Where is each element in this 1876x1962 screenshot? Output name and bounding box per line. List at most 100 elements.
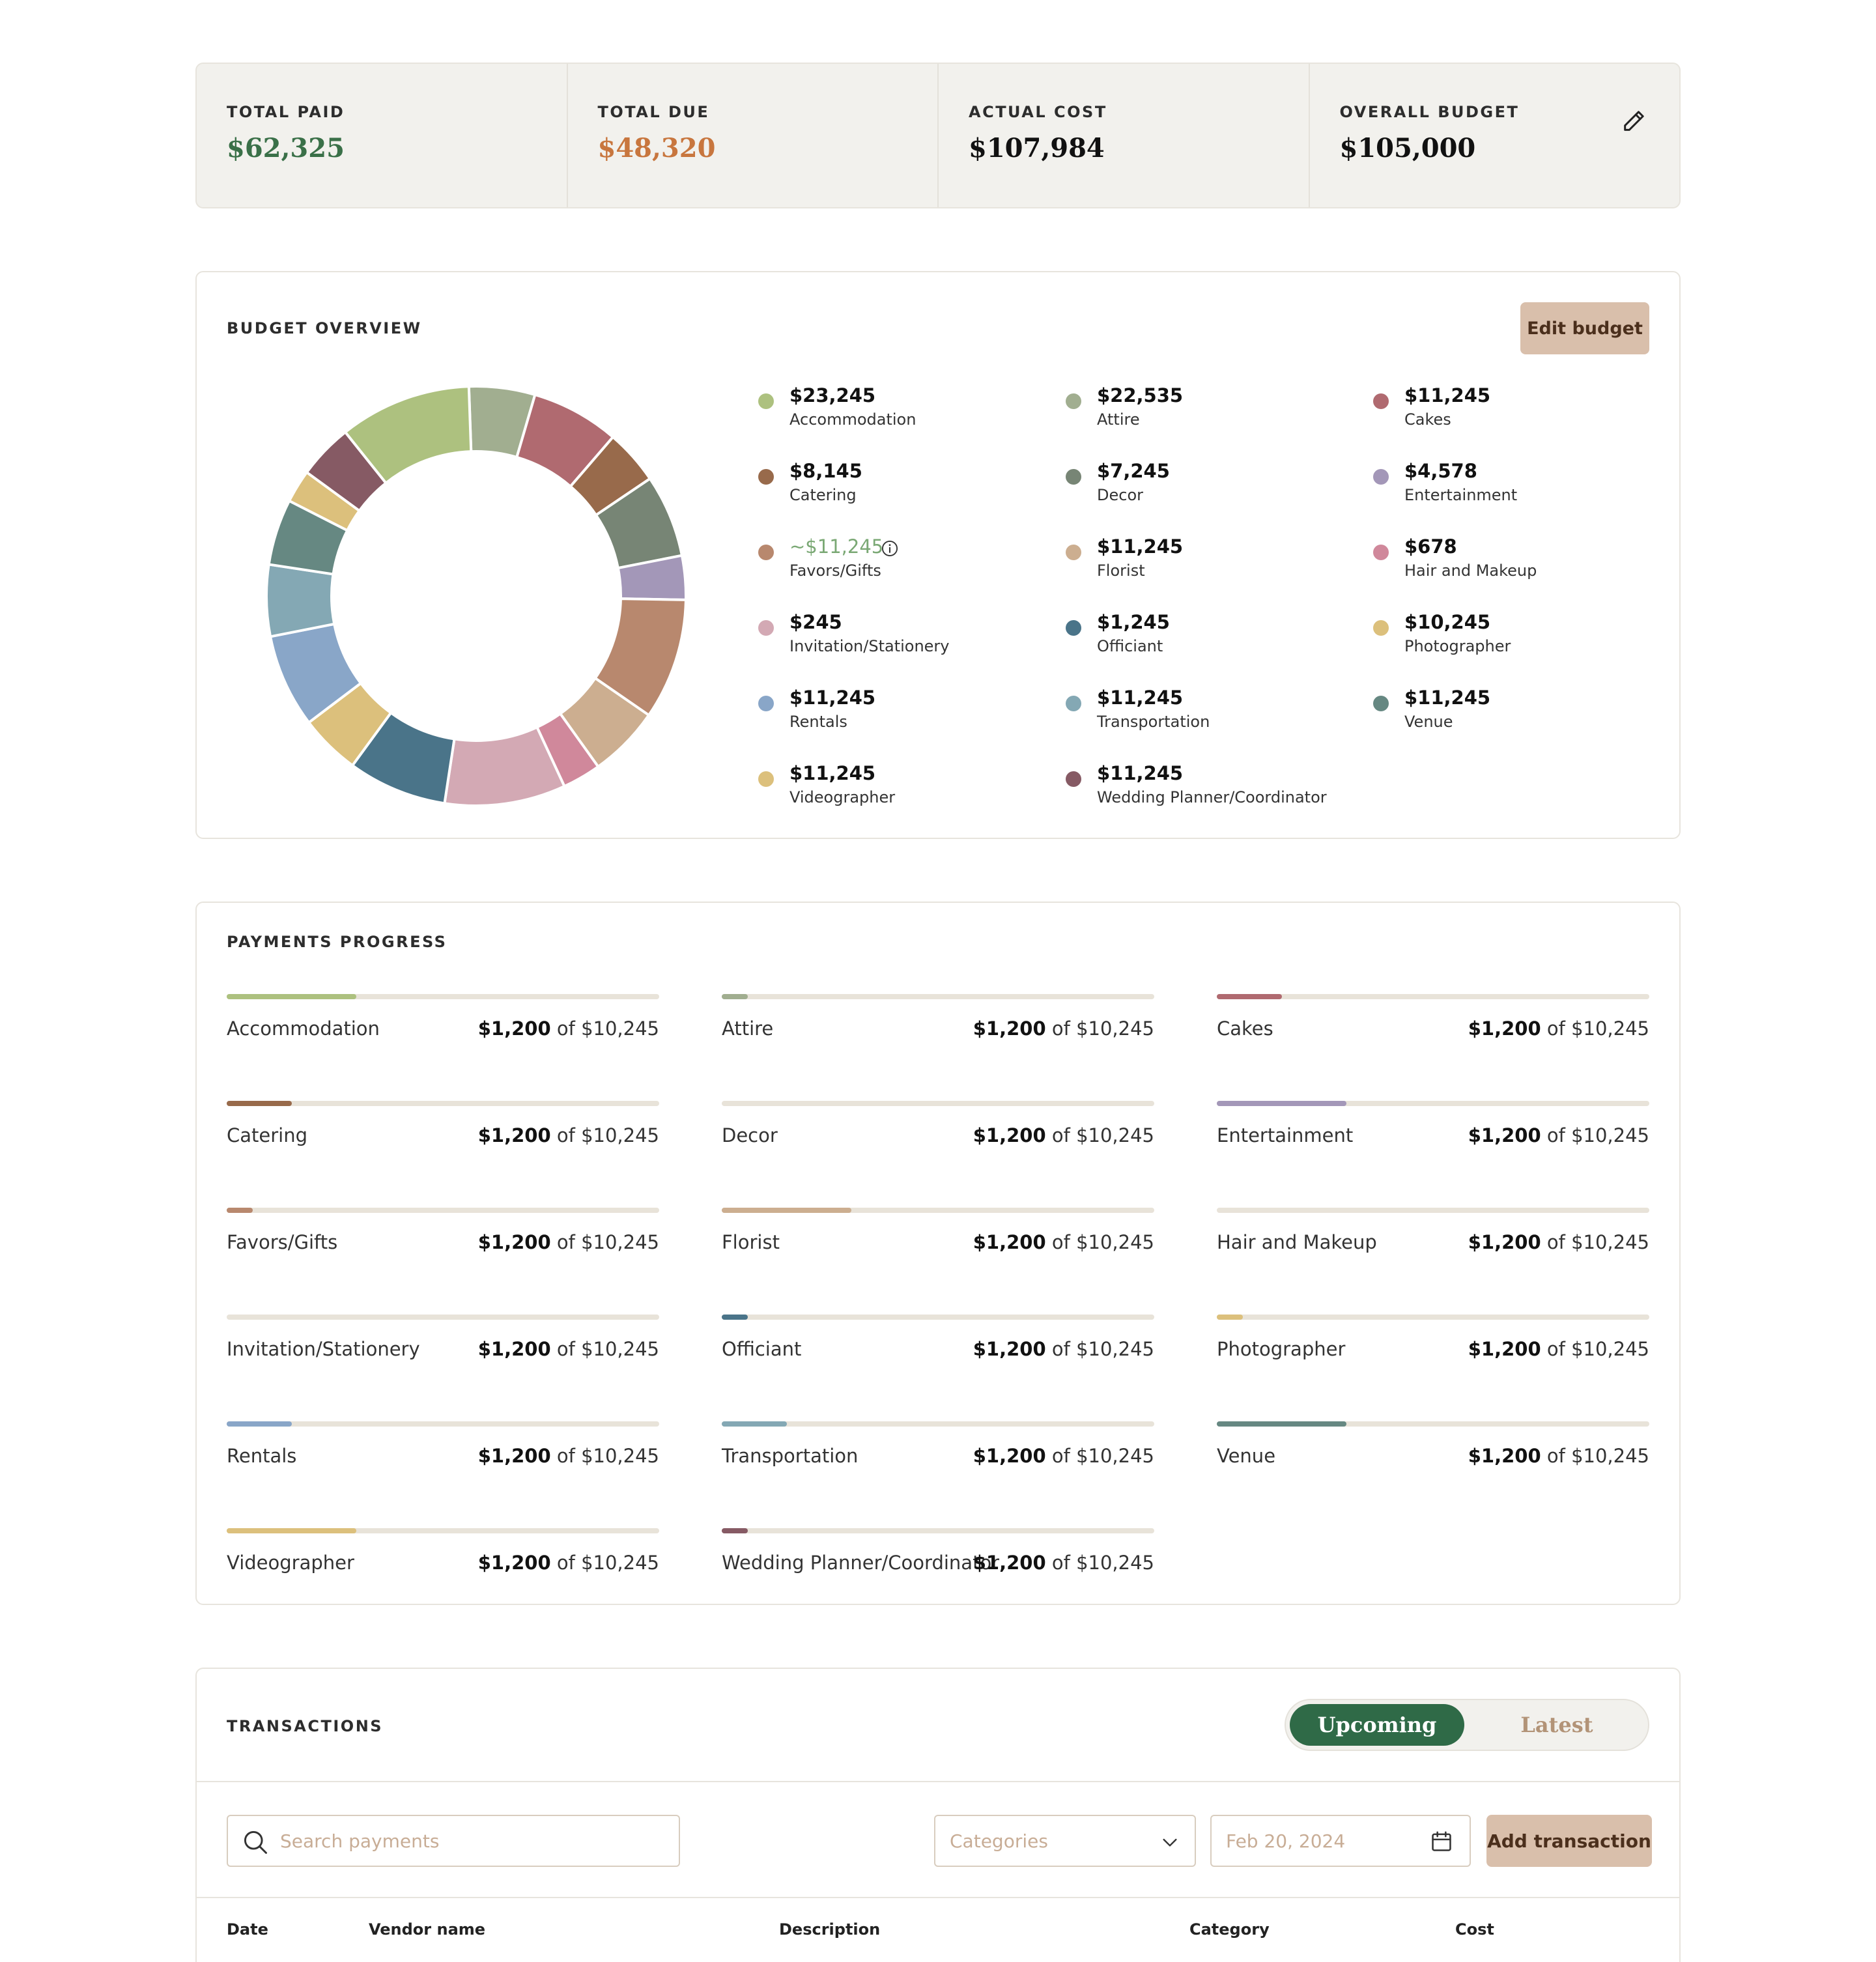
overall-budget-card: OVERALL BUDGET $105,000 <box>1310 64 1680 207</box>
progress-bar-track <box>1217 1421 1649 1427</box>
payment-progress-item: Hair and Makeup $1,200 of $10,245 <box>1217 1208 1649 1273</box>
paid-amount: $1,200 <box>477 1124 551 1146</box>
add-transaction-button[interactable]: Add transaction <box>1486 1815 1652 1867</box>
column-header-description[interactable]: Description <box>779 1920 881 1939</box>
progress-bar-track <box>722 1208 1154 1213</box>
legend-value: $11,245 <box>1097 687 1184 709</box>
payment-category-name: Hair and Makeup <box>1217 1231 1377 1253</box>
date-input[interactable] <box>1226 1816 1421 1866</box>
of-word: of <box>1546 1231 1565 1253</box>
tab-latest[interactable]: Latest <box>1470 1704 1644 1746</box>
payment-amount: $1,200 of $10,245 <box>478 1338 659 1360</box>
total-amount: $10,245 <box>1076 1231 1154 1253</box>
date-picker <box>1210 1815 1471 1867</box>
progress-bar-fill <box>227 994 357 999</box>
progress-bar-fill <box>722 1208 852 1213</box>
search-input[interactable] <box>280 1816 671 1866</box>
payment-progress-item: Invitation/Stationery $1,200 of $10,245 <box>227 1315 659 1380</box>
progress-bar-track <box>1217 994 1649 999</box>
progress-bar-track <box>227 1101 659 1106</box>
total-amount: $10,245 <box>1571 1124 1649 1146</box>
legend-value: $245 <box>789 611 842 633</box>
info-icon[interactable] <box>881 539 899 558</box>
payment-category-name: Rentals <box>227 1445 297 1467</box>
transactions-card: TRANSACTIONS Upcoming Latest Categories … <box>195 1668 1681 1962</box>
payment-amount: $1,200 of $10,245 <box>1468 1445 1649 1467</box>
of-word: of <box>1546 1445 1565 1467</box>
legend-color-dot <box>758 696 774 711</box>
progress-bar-track <box>722 1528 1154 1533</box>
legend-value: $11,245 <box>1097 762 1184 784</box>
tab-upcoming[interactable]: Upcoming <box>1290 1704 1464 1746</box>
payment-amount: $1,200 of $10,245 <box>478 1552 659 1574</box>
of-word: of <box>1051 1552 1070 1574</box>
progress-bar-fill <box>1217 1315 1243 1320</box>
total-amount: $10,245 <box>581 1017 659 1040</box>
paid-amount: $1,200 <box>1468 1338 1541 1360</box>
legend-value: $22,535 <box>1097 384 1184 406</box>
legend-color-dot <box>758 620 774 636</box>
legend-value: $8,145 <box>789 460 862 482</box>
column-header-cost[interactable]: Cost <box>1455 1920 1494 1939</box>
column-header-category[interactable]: Category <box>1189 1920 1270 1939</box>
progress-bar-track <box>1217 1315 1649 1320</box>
overall-budget-label: OVERALL BUDGET <box>1339 103 1520 121</box>
legend-label: Decor <box>1097 486 1143 504</box>
payment-progress-item: Officiant $1,200 of $10,245 <box>722 1315 1154 1380</box>
paid-amount: $1,200 <box>973 1445 1046 1467</box>
total-amount: $10,245 <box>581 1231 659 1253</box>
paid-amount: $1,200 <box>973 1017 1046 1040</box>
total-amount: $10,245 <box>1571 1338 1649 1360</box>
legend-label: Entertainment <box>1404 486 1518 504</box>
progress-bar-fill <box>227 1528 357 1533</box>
legend-color-dot <box>1066 696 1081 711</box>
legend-value: $11,245 <box>1097 535 1184 558</box>
edit-budget-button[interactable]: Edit budget <box>1520 302 1649 354</box>
payment-category-name: Photographer <box>1217 1338 1346 1360</box>
pencil-icon[interactable] <box>1621 108 1647 134</box>
progress-bar-fill <box>1217 994 1282 999</box>
legend-color-dot <box>758 545 774 560</box>
legend-label: Photographer <box>1404 637 1511 655</box>
legend-label: Officiant <box>1097 637 1163 655</box>
progress-bar-track <box>227 1528 659 1533</box>
progress-bar-track <box>227 994 659 999</box>
legend-value: $11,245 <box>789 687 876 709</box>
total-amount: $10,245 <box>1076 1017 1154 1040</box>
total-due-label: TOTAL DUE <box>597 103 710 121</box>
legend-label: Venue <box>1404 713 1453 731</box>
payment-amount: $1,200 of $10,245 <box>478 1231 659 1253</box>
of-word: of <box>1051 1231 1070 1253</box>
search-icon <box>244 1830 267 1854</box>
actual-cost-card: ACTUAL COST $107,984 <box>939 64 1310 207</box>
payment-amount: $1,200 of $10,245 <box>1468 1338 1649 1360</box>
progress-bar-track <box>227 1208 659 1213</box>
calendar-icon[interactable] <box>1429 1829 1454 1854</box>
donut-segment[interactable] <box>265 563 336 638</box>
payment-category-name: Decor <box>722 1124 778 1146</box>
progress-bar-fill <box>722 1315 748 1320</box>
categories-select[interactable]: Categories <box>934 1815 1196 1867</box>
donut-segment[interactable] <box>343 385 473 485</box>
legend-value: $11,245 <box>789 762 876 784</box>
payment-category-name: Accommodation <box>227 1017 380 1040</box>
legend-value: $10,245 <box>1404 611 1491 633</box>
legend-color-dot <box>1066 545 1081 560</box>
transactions-title: TRANSACTIONS <box>227 1717 384 1735</box>
payment-progress-item: Favors/Gifts $1,200 of $10,245 <box>227 1208 659 1273</box>
of-word: of <box>1051 1338 1070 1360</box>
legend-value: $4,578 <box>1404 460 1477 482</box>
paid-amount: $1,200 <box>477 1445 551 1467</box>
payment-progress-item: Venue $1,200 of $10,245 <box>1217 1421 1649 1486</box>
column-header-vendor-name[interactable]: Vendor name <box>369 1920 486 1939</box>
payment-progress-item: Cakes $1,200 of $10,245 <box>1217 994 1649 1059</box>
categories-select-label: Categories <box>950 1830 1048 1852</box>
payment-category-name: Videographer <box>227 1552 354 1574</box>
column-header-date[interactable]: Date <box>227 1920 268 1939</box>
legend-color-dot <box>1373 545 1389 560</box>
paid-amount: $1,200 <box>477 1552 551 1574</box>
legend-label: Florist <box>1097 562 1145 580</box>
legend-color-dot <box>1066 771 1081 787</box>
total-amount: $10,245 <box>581 1445 659 1467</box>
total-amount: $10,245 <box>1076 1552 1154 1574</box>
